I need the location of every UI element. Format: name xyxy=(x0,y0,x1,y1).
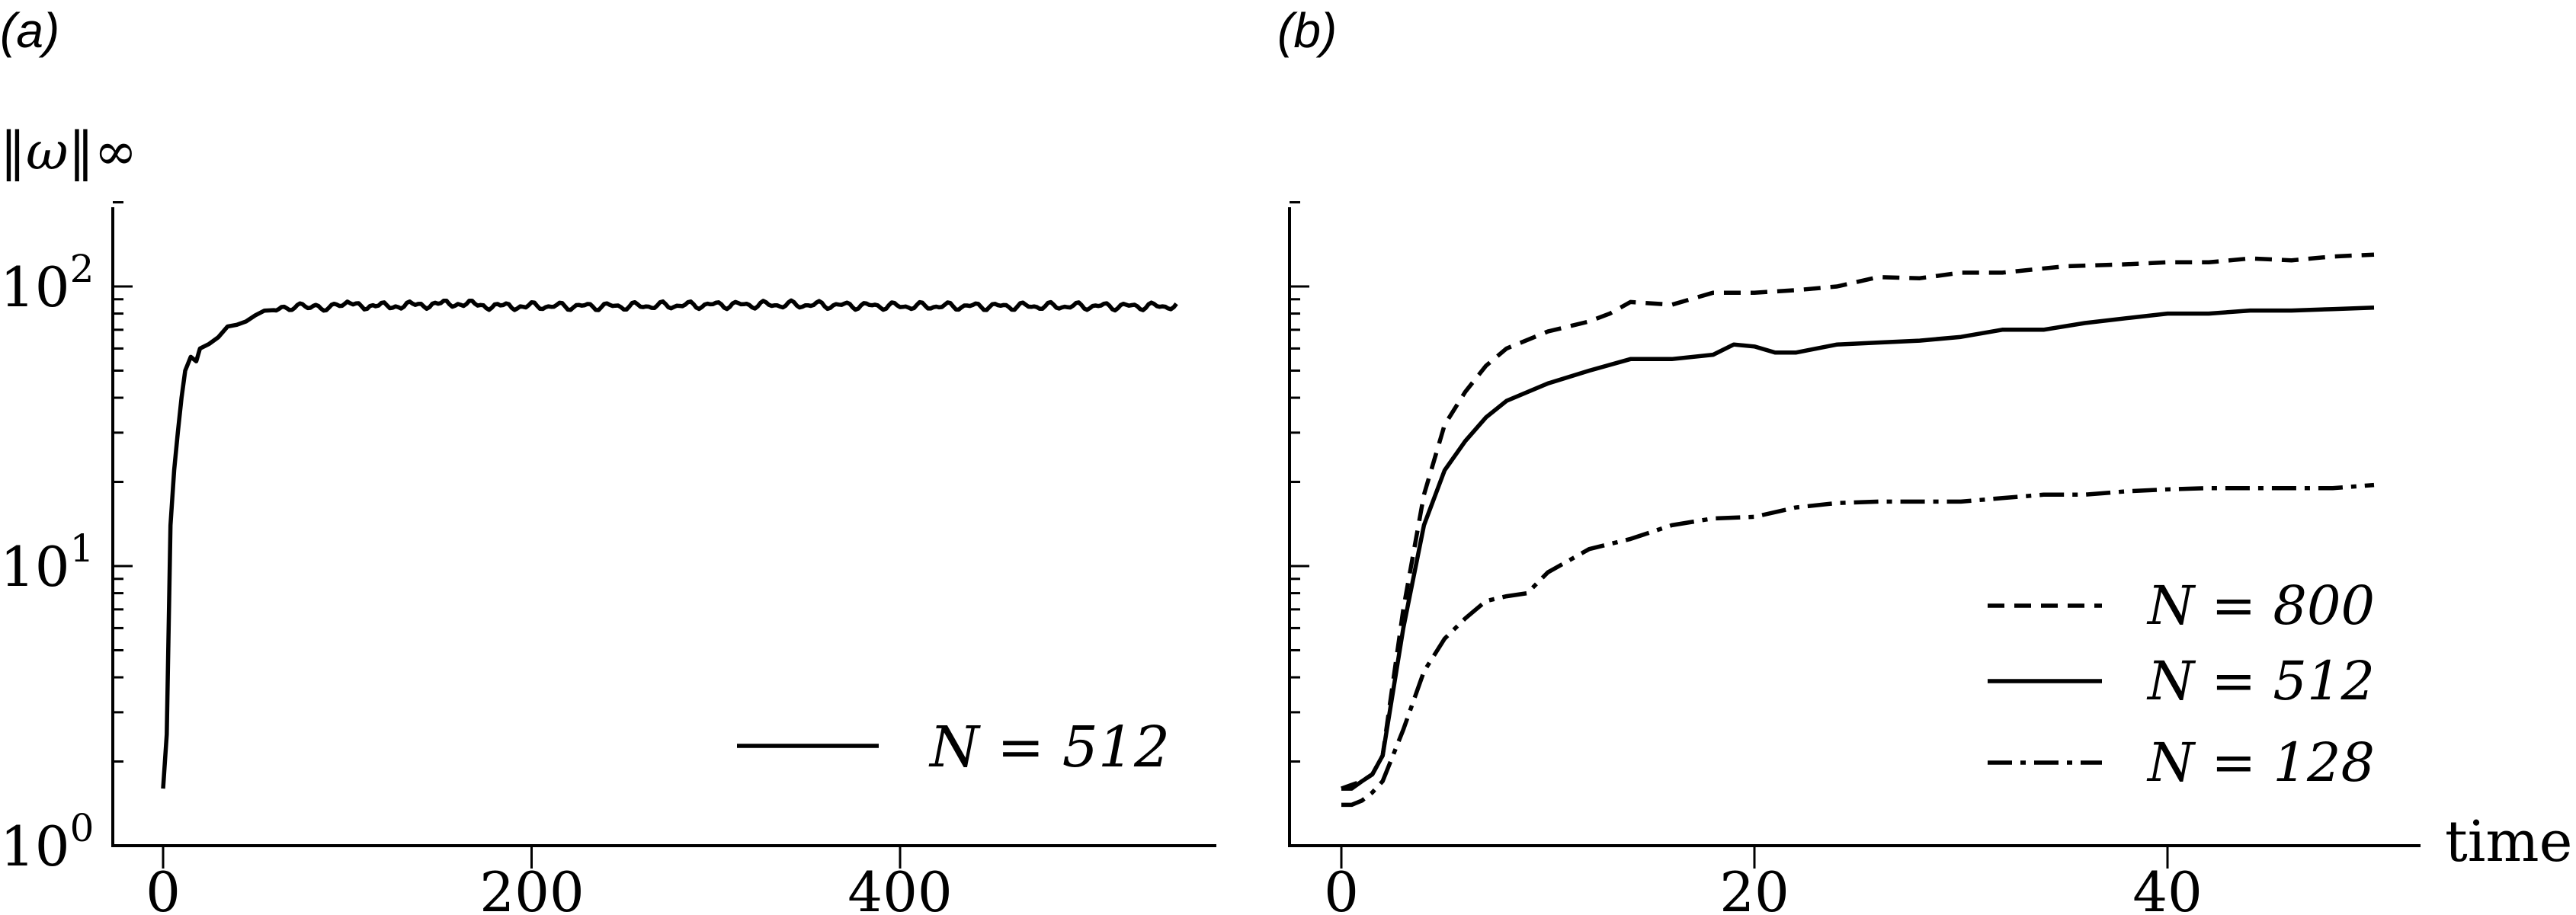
panel-a-legend-label-512: N = 512 xyxy=(928,715,1170,780)
panel-a-legend: N = 512 xyxy=(737,715,1170,780)
panel-b-legend-label-128: N = 128 xyxy=(2146,731,2375,794)
panel-a-ylabel: ‖ω‖∞ xyxy=(0,122,137,182)
series-n512 xyxy=(1341,306,2375,791)
panel-b-xtick-label-40: 40 xyxy=(2132,860,2203,915)
y-tick-label: 101 xyxy=(0,526,94,599)
series-n800 xyxy=(1341,252,2375,791)
panel-a-y-ticks xyxy=(113,201,133,847)
panel-b-y-ticks xyxy=(1290,201,1309,847)
y-tick-label: 100 xyxy=(0,806,94,878)
panel-b-xtick-label-20: 20 xyxy=(1719,860,1789,915)
panel-b-legend-label-800: N = 800 xyxy=(2146,574,2375,637)
panel-b-x-ticks xyxy=(1340,846,2169,869)
panel-a-y-tick-labels: 100 101 102 xyxy=(0,247,94,878)
panel-b-label: (b) xyxy=(1277,3,1337,58)
panel-b-xlabel: time xyxy=(2445,809,2572,875)
series-n512 xyxy=(161,298,1178,789)
panel-a-label: (a) xyxy=(0,3,59,58)
panel-b: (b) 0 20 40 time N = 800 N = 512 N = 128 xyxy=(1277,3,2572,915)
series-n128 xyxy=(1341,482,2375,808)
panel-a-xtick-label-400: 400 xyxy=(847,860,952,915)
panel-a-series xyxy=(161,298,1178,789)
panel-a: (a) ‖ω‖∞ 100 101 102 0 200 400 N = 512 xyxy=(0,3,1216,915)
panel-b-xtick-label-0: 0 xyxy=(1324,860,1359,915)
panel-a-x-ticks xyxy=(162,846,902,869)
panel-b-legend: N = 800 N = 512 N = 128 xyxy=(1988,574,2375,794)
y-tick-label: 102 xyxy=(0,247,94,319)
panel-a-xtick-label-0: 0 xyxy=(146,860,181,915)
panel-a-xtick-label-200: 200 xyxy=(479,860,584,915)
panel-b-series xyxy=(1341,252,2375,808)
panel-b-legend-label-512: N = 512 xyxy=(2146,650,2375,712)
